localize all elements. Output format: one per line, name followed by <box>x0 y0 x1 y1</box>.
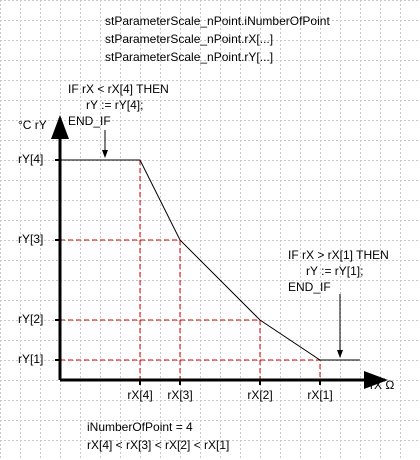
y-label: rY[3] <box>18 232 43 246</box>
footer-line: iNumberOfPoint = 4 <box>87 420 193 434</box>
y-label: rY[2] <box>18 312 43 326</box>
curve <box>60 159 360 361</box>
x-label: rX[2] <box>247 388 272 402</box>
y-axis-label: °C rY <box>18 118 47 132</box>
x-axis-label: rX Ω <box>370 378 394 392</box>
header-line: stParameterScale_nPoint.rY[...] <box>105 50 273 64</box>
footer-line: rX[4] < rX[3] < rX[2] < rX[1] <box>87 438 229 452</box>
header-line: stParameterScale_nPoint.iNumberOfPoint <box>105 14 330 28</box>
note-line: END_IF <box>288 280 331 294</box>
note-line: END_IF <box>68 114 111 128</box>
ticks <box>55 159 321 385</box>
y-label: rY[4] <box>18 152 43 166</box>
y-label: rY[1] <box>18 352 43 366</box>
note-line: rY := rY[1]; <box>306 264 363 278</box>
note-line: IF rX < rX[4] THEN <box>68 82 169 96</box>
x-label: rX[4] <box>127 388 152 402</box>
x-label: rX[3] <box>167 388 192 402</box>
note-line: rY := rY[4]; <box>86 98 143 112</box>
x-label: rX[1] <box>307 388 332 402</box>
header-line: stParameterScale_nPoint.rX[...] <box>105 32 273 46</box>
note-line: IF rX > rX[1] THEN <box>288 248 389 262</box>
